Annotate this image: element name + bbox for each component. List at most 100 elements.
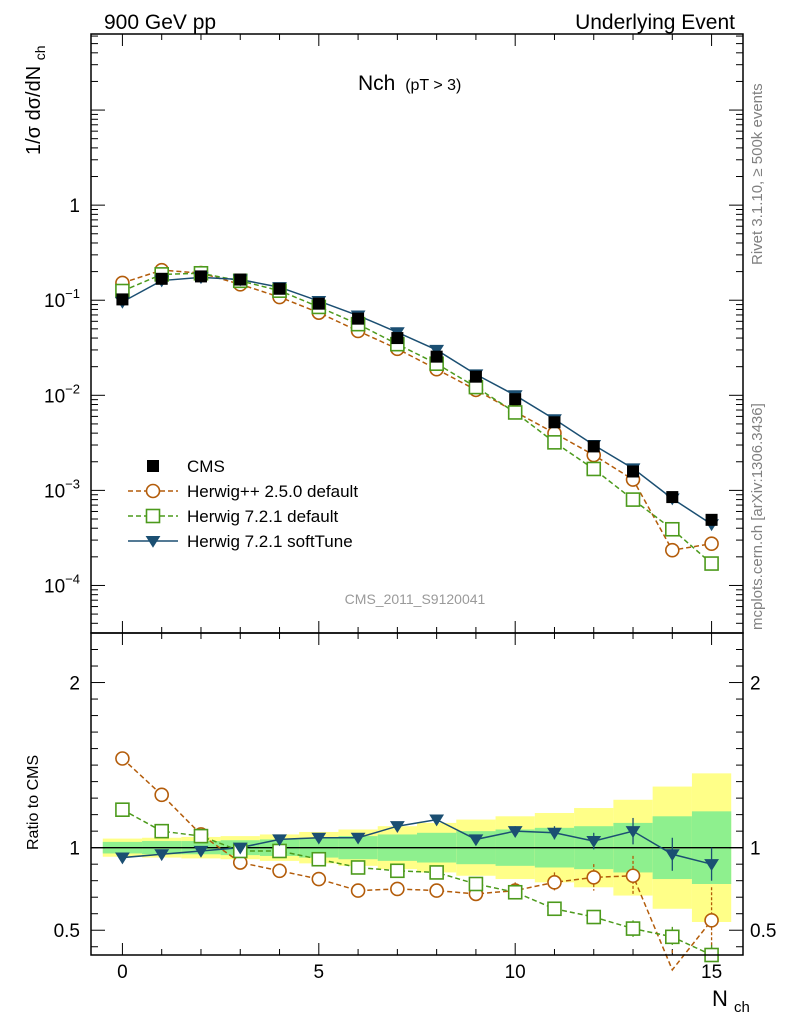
ratio-point-2	[272, 834, 287, 847]
ratio-point-1	[311, 851, 327, 867]
data-point-cms	[391, 332, 404, 345]
ratio-point-1	[507, 884, 523, 900]
ratio-point-1	[468, 876, 484, 892]
header-left: 900 GeV pp	[104, 11, 216, 34]
data-point-cms	[273, 282, 286, 295]
legend-label: Herwig++ 2.5.0 default	[187, 482, 358, 501]
ratio-point-0	[350, 883, 366, 898]
ratio-point-1	[625, 921, 641, 936]
data-point-cms	[194, 270, 207, 283]
ratio-point-1	[193, 828, 209, 844]
ratio-point-2	[232, 842, 248, 855]
main-line-1	[122, 272, 713, 565]
main-point-1	[704, 556, 719, 571]
data-point-cms	[587, 440, 600, 453]
ratio-point-2	[586, 836, 602, 848]
ratio-point-1	[350, 860, 366, 875]
ratio-point-1	[665, 929, 680, 945]
y-tick-label-ratio: 1	[69, 839, 80, 860]
ratio-point-2	[547, 827, 562, 840]
y-axis-label-main-sub: ch	[32, 45, 48, 60]
ratio-point-2	[704, 859, 719, 871]
data-point-cms	[116, 293, 129, 306]
analysis-watermark: CMS_2011_S9120041	[345, 591, 486, 607]
ratio-point-2	[115, 852, 130, 865]
ratio-point-0	[390, 881, 405, 897]
ratio-point-0	[704, 913, 719, 928]
data-point-cms	[705, 513, 718, 526]
ratio-point-1	[154, 823, 169, 839]
main-point-1	[507, 405, 523, 420]
data-point-cms	[627, 465, 640, 478]
ratio-point-2	[664, 849, 680, 862]
main-point-2	[429, 344, 445, 357]
main-point-1	[665, 521, 680, 537]
data-point-cms	[155, 272, 168, 285]
ratio-point-1	[586, 909, 602, 925]
main-point-1	[586, 461, 602, 477]
ratio-point-2	[507, 826, 523, 838]
x-tick-label: 5	[314, 962, 325, 983]
ratio-point-2	[154, 849, 170, 862]
legend-label: CMS	[187, 457, 225, 476]
ratio-point-2	[311, 832, 327, 845]
y-tick-label-ratio-right: 0.5	[750, 921, 776, 942]
ratio-point-0	[547, 875, 562, 890]
data-point-cms	[430, 350, 443, 363]
ratio-point-0	[625, 868, 641, 884]
y-tick-label-exponent: −3	[65, 476, 80, 491]
x-axis-label-sub: ch	[734, 999, 750, 1016]
ratio-point-0	[311, 871, 327, 887]
legend-marker	[145, 483, 161, 499]
y-tick-label-ratio-right: 1	[750, 839, 761, 860]
main-point-1	[625, 492, 641, 507]
ratio-line-1	[122, 809, 712, 956]
y-tick-label-mantissa: 1	[69, 196, 80, 217]
legend-marker	[145, 535, 161, 548]
y-tick-label-main: 10−2	[44, 381, 80, 407]
y-axis-label-main-text: 1/σ dσ/dN	[23, 66, 45, 155]
y-tick-label-main: 10−3	[44, 476, 80, 502]
main-line-0	[122, 269, 712, 552]
x-axis-label: N ch	[712, 986, 750, 1016]
ratio-line-0	[121, 757, 713, 972]
x-tick-label: 0	[117, 962, 128, 983]
header-right: Underlying Event	[575, 11, 735, 34]
legend-label: Herwig 7.2.1 default	[187, 507, 338, 526]
ratio-point-2	[350, 832, 366, 845]
ratio-point-0	[429, 883, 444, 898]
data-point-cms	[352, 312, 365, 325]
ratio-point-1	[272, 843, 287, 859]
legend-label: Herwig 7.2.1 softTune	[187, 532, 353, 551]
y-tick-label-exponent: −1	[65, 286, 80, 301]
mcplots-label: mcplots.cern.ch [arXiv:1306.3436]	[749, 403, 766, 630]
legend-marker	[145, 508, 161, 524]
ratio-point-2	[429, 814, 445, 827]
plot-title-main: Nch	[358, 72, 395, 95]
y-tick-label-mantissa: 10	[44, 576, 65, 597]
ratio-frame	[90, 632, 744, 956]
y-tick-label-mantissa: 10	[44, 481, 65, 502]
ratio-point-2	[468, 834, 484, 847]
main-point-0	[704, 536, 719, 551]
ratio-point-1	[429, 865, 444, 880]
x-tick-label: 10	[505, 962, 526, 983]
ratio-point-1	[115, 802, 130, 817]
data-point-cms	[666, 491, 679, 504]
data-point-cms	[469, 370, 482, 383]
y-tick-label-main: 10−4	[44, 571, 80, 597]
y-axis-label-ratio: Ratio to CMS	[25, 755, 42, 850]
y-tick-label-exponent: −2	[65, 381, 80, 396]
ratio-series-markers	[115, 751, 719, 963]
x-tick-label: 15	[701, 962, 722, 983]
y-axis-label-main: 1/σ dσ/dN ch	[23, 45, 48, 155]
y-tick-label-ratio: 2	[69, 674, 80, 695]
y-tick-label-exponent: −4	[65, 571, 80, 586]
data-point-cms	[548, 416, 561, 429]
y-tick-label-ratio-right: 2	[750, 674, 761, 695]
main-series-markers	[115, 262, 719, 571]
y-tick-label-main: 10−1	[44, 286, 80, 312]
ratio-point-0	[272, 863, 287, 879]
main-line-2	[122, 276, 712, 525]
